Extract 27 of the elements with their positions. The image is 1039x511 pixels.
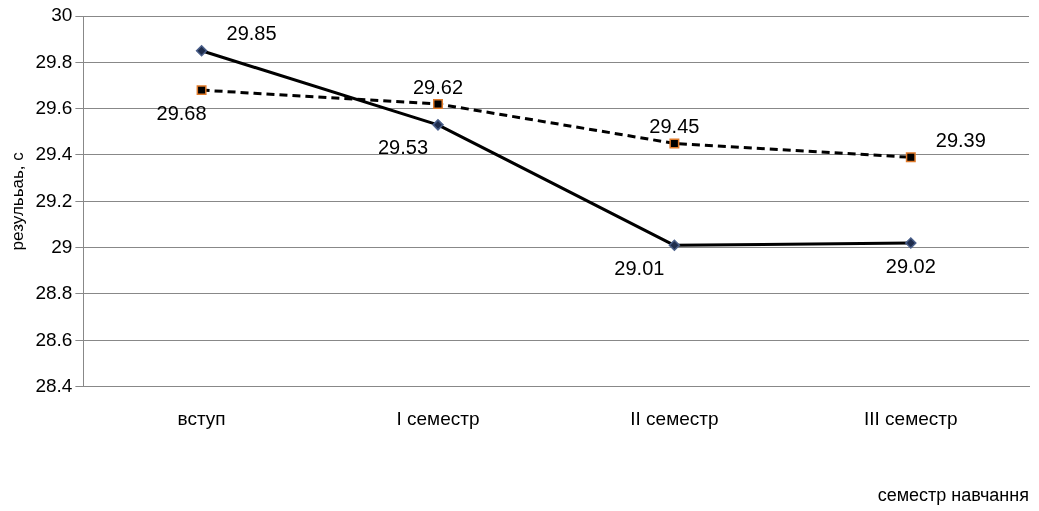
data-label: 29.45 xyxy=(649,114,700,137)
point xyxy=(196,85,207,96)
data-label: 29.62 xyxy=(412,75,464,98)
point xyxy=(433,99,443,110)
data-label: 29.02 xyxy=(885,254,936,277)
y-tick-label: 28.4 xyxy=(35,374,73,396)
y-axis-title: резулььаь, с xyxy=(7,151,27,251)
y-tick-label: 28.6 xyxy=(35,328,73,350)
x-tick-label: ІІ семестр xyxy=(630,408,719,430)
data-label: 29.53 xyxy=(377,136,429,159)
data-label: 29.68 xyxy=(156,101,207,124)
data-label: 29.85 xyxy=(226,22,277,45)
data-label: 29.39 xyxy=(935,128,986,151)
x-tick-label: І семестр xyxy=(396,408,480,430)
y-tick-label: 29.8 xyxy=(35,50,73,72)
y-tick-label: 29 xyxy=(51,235,73,257)
y-tick-label: 29.4 xyxy=(35,143,73,165)
data-label: 29.01 xyxy=(614,256,665,279)
point xyxy=(669,138,680,149)
point xyxy=(905,152,916,163)
x-tick-label: ІІІ семестр xyxy=(864,408,958,430)
x-axis-title: семестр навчання xyxy=(877,485,1029,506)
x-tick-label: вступ xyxy=(177,408,226,430)
y-tick-label: 30 xyxy=(51,4,73,26)
y-tick-label: 29.2 xyxy=(35,189,73,211)
y-tick-label: 29.6 xyxy=(35,96,73,118)
y-tick-label: 28.8 xyxy=(35,282,73,304)
